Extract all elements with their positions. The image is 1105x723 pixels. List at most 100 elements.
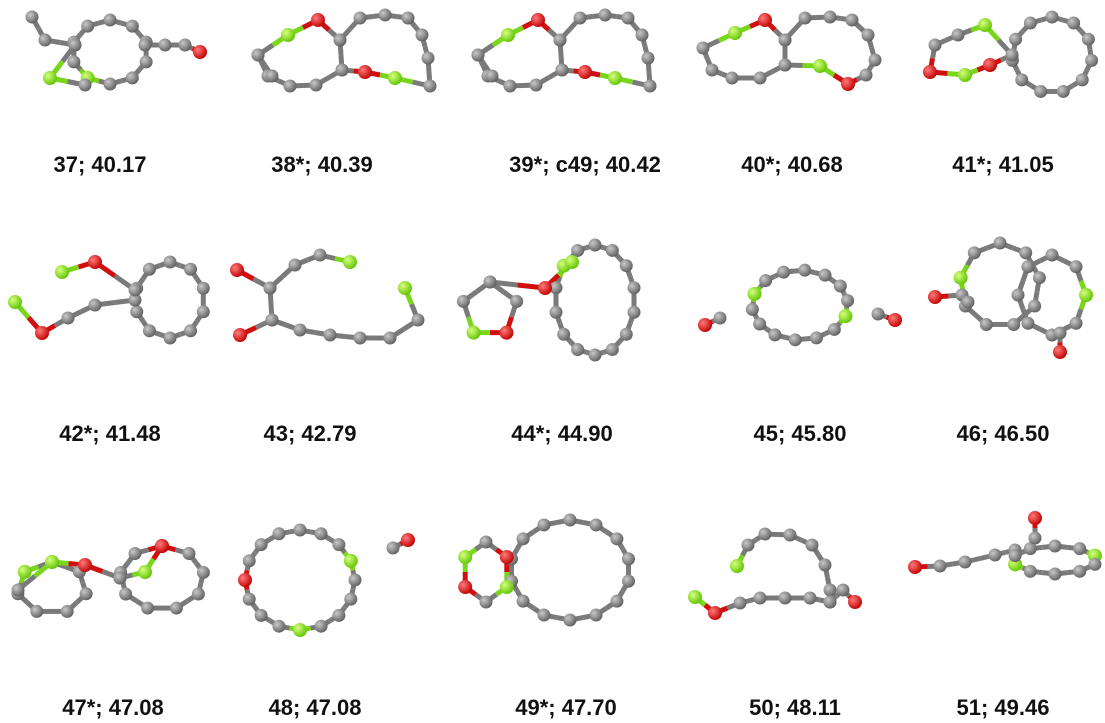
atom: [745, 302, 759, 316]
atom: [293, 523, 307, 537]
atom: [627, 281, 641, 295]
atom: [841, 77, 855, 91]
atom: [196, 565, 210, 579]
atom: [688, 590, 702, 604]
atom: [1075, 73, 1089, 87]
atom: [1069, 260, 1083, 274]
atom: [859, 68, 873, 82]
atom: [45, 555, 59, 569]
atom: [531, 13, 545, 27]
atom: [510, 294, 524, 308]
atom: [78, 78, 92, 92]
atom: [353, 331, 367, 345]
atom: [730, 559, 744, 573]
atom: [563, 513, 577, 527]
atom: [343, 553, 358, 568]
atom: [1007, 317, 1021, 331]
label: 51; 49.46: [957, 695, 1050, 720]
atom: [798, 263, 812, 277]
molecules: [8, 8, 1102, 637]
atom: [35, 326, 49, 340]
label: 41*; 41.05: [952, 152, 1054, 177]
atom: [17, 564, 32, 579]
atom: [415, 28, 429, 42]
atom: [908, 560, 922, 574]
atom: [621, 552, 635, 566]
atom: [423, 79, 437, 93]
atom: [588, 348, 602, 362]
atom: [565, 255, 579, 269]
atom: [698, 318, 712, 332]
atom: [923, 65, 937, 79]
atom: [142, 262, 156, 276]
atom: [608, 71, 622, 85]
atom: [503, 79, 517, 93]
atom: [142, 324, 156, 338]
atom: [888, 313, 902, 327]
atom: [708, 606, 722, 620]
atom: [1028, 299, 1042, 313]
atom: [1005, 48, 1019, 62]
atom: [993, 236, 1007, 250]
atom: [978, 18, 992, 32]
atom: [537, 518, 551, 532]
atom: [516, 532, 530, 546]
atom: [1034, 84, 1048, 98]
atom: [555, 63, 569, 77]
atom: [529, 78, 543, 92]
atom: [128, 283, 142, 297]
atom: [332, 538, 346, 552]
atom: [251, 48, 265, 62]
atom: [309, 78, 323, 92]
atom: [1073, 564, 1087, 578]
atom: [538, 281, 552, 295]
atom: [988, 548, 1002, 562]
atom: [485, 69, 499, 83]
atom: [798, 11, 812, 25]
atom: [479, 535, 493, 549]
atom: [456, 294, 470, 308]
atom: [778, 58, 792, 72]
atom: [25, 10, 39, 24]
atom: [818, 268, 832, 282]
atom: [845, 13, 859, 27]
atom: [827, 322, 841, 336]
label: 48; 47.08: [269, 695, 362, 720]
atom: [283, 79, 297, 93]
atom: [848, 595, 862, 609]
atom: [641, 51, 655, 65]
label: 45; 45.80: [754, 421, 847, 446]
atom: [605, 243, 619, 257]
label: 40*; 40.68: [741, 152, 843, 177]
atom: [293, 623, 307, 637]
atom: [563, 613, 577, 627]
atom: [841, 294, 855, 308]
atom: [823, 10, 837, 24]
atom: [621, 11, 635, 25]
atom: [313, 248, 327, 262]
label: 39*; c49; 40.42: [509, 152, 661, 177]
atom: [610, 594, 624, 608]
atom: [501, 28, 515, 42]
labels: 37; 40.17 38*; 40.39 39*; c49; 40.42 40*…: [54, 152, 1054, 720]
atom: [466, 325, 481, 340]
atom: [1032, 271, 1046, 285]
atom: [458, 580, 473, 594]
atom: [643, 79, 657, 93]
atom: [958, 555, 972, 569]
atom: [747, 286, 762, 301]
atom: [1081, 32, 1095, 46]
atom: [928, 290, 942, 304]
atom: [81, 19, 95, 33]
atom: [805, 538, 819, 552]
atom: [78, 558, 92, 572]
atom: [778, 591, 792, 605]
atom: [961, 295, 975, 309]
atom: [499, 580, 514, 594]
atom: [741, 538, 755, 552]
atom: [1008, 549, 1022, 563]
atom: [61, 311, 75, 325]
atom: [983, 58, 997, 72]
atom: [155, 539, 169, 553]
atom: [386, 541, 400, 555]
